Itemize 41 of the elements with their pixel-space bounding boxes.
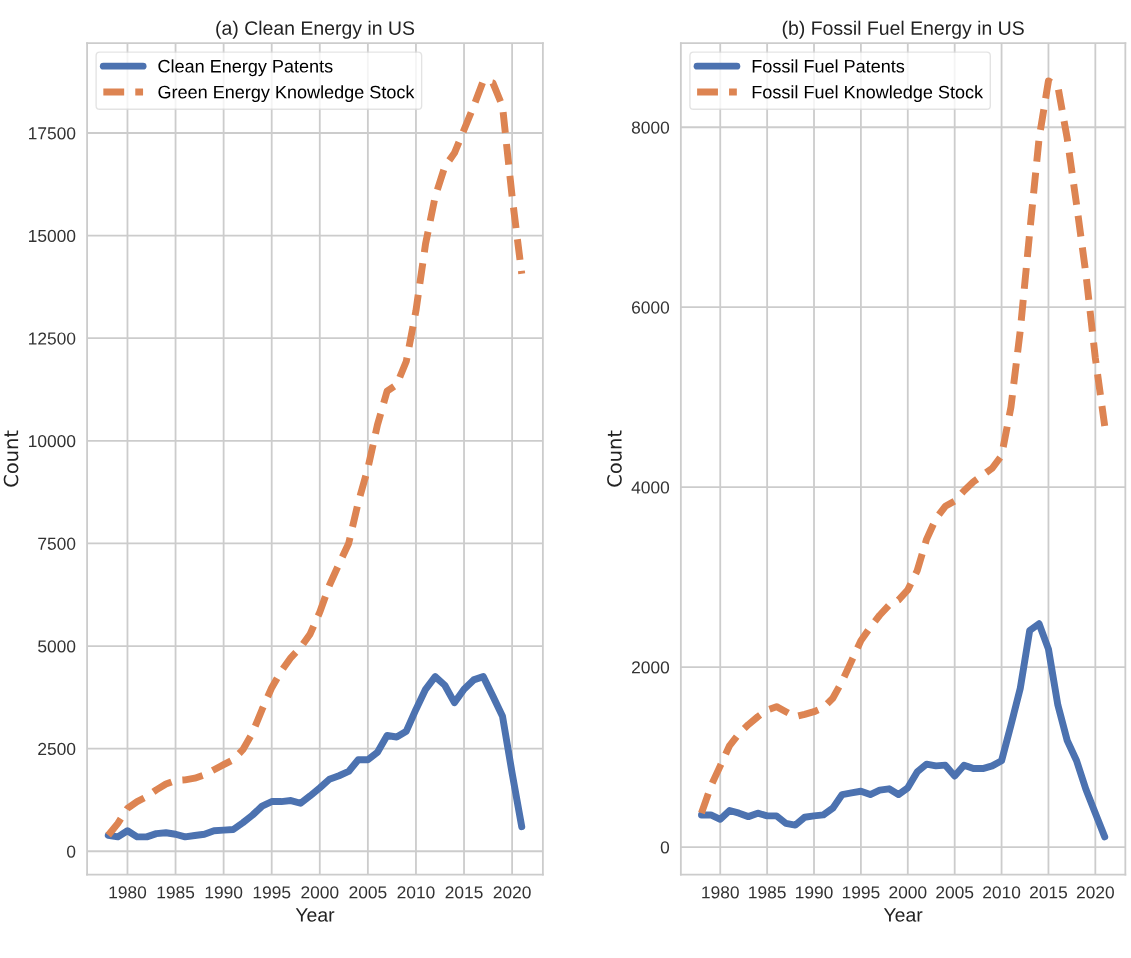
x-axis-title: Year [883, 908, 923, 922]
y-tick-label: 0 [67, 845, 76, 858]
x-tick-label: 2010 [983, 886, 1021, 899]
x-tick-label: 1990 [796, 886, 833, 899]
y-tick-label: 0 [660, 841, 670, 854]
y-tick-label: 2000 [632, 661, 670, 674]
x-tick-label: 1985 [157, 886, 195, 899]
x-tick-label: 2020 [1076, 886, 1114, 899]
x-tick-label: 2015 [1030, 886, 1068, 899]
x-tick-label: 2010 [397, 886, 435, 899]
y-tick-label: 12500 [29, 332, 76, 345]
x-tick-label: 1980 [109, 886, 147, 899]
x-tick-label: 1990 [205, 886, 243, 899]
chart-title: (a) Clean Energy in US [216, 20, 415, 39]
y-tick-label: 4000 [631, 481, 670, 494]
y-tick-label: 6000 [632, 301, 670, 314]
x-axis-title: Year [295, 908, 335, 922]
x-tick-label: 1995 [842, 886, 880, 899]
y-tick-label: 8000 [631, 121, 670, 134]
y-tick-label: 15000 [29, 229, 76, 243]
legend-label: Clean Energy Patents [158, 59, 333, 77]
x-tick-label: 2020 [493, 886, 531, 899]
x-tick-label: 2005 [349, 886, 387, 899]
y-tick-label: 2500 [38, 742, 76, 756]
x-tick-label: 2000 [301, 886, 339, 899]
chart-title: (b) Fossil Fuel Energy in US [782, 20, 1024, 39]
y-tick-label: 5000 [38, 640, 76, 653]
y-tick-label: 17500 [29, 127, 76, 140]
y-tick-label: 7500 [38, 537, 76, 550]
x-tick-label: 1995 [253, 886, 291, 899]
y-axis-title: Count [3, 430, 19, 487]
x-tick-label: 2005 [936, 886, 974, 899]
legend-label: Fossil Fuel Knowledge Stock [752, 85, 984, 103]
x-tick-label: 2000 [889, 886, 927, 899]
x-tick-label: 2015 [445, 886, 483, 899]
y-tick-label: 10000 [29, 434, 76, 448]
x-tick-label: 1980 [702, 886, 739, 899]
y-axis-title: Count [607, 430, 622, 487]
x-tick-label: 1985 [749, 886, 786, 899]
legend-label: Fossil Fuel Patents [752, 59, 905, 73]
legend-label: Green Energy Knowledge Stock [158, 85, 415, 103]
